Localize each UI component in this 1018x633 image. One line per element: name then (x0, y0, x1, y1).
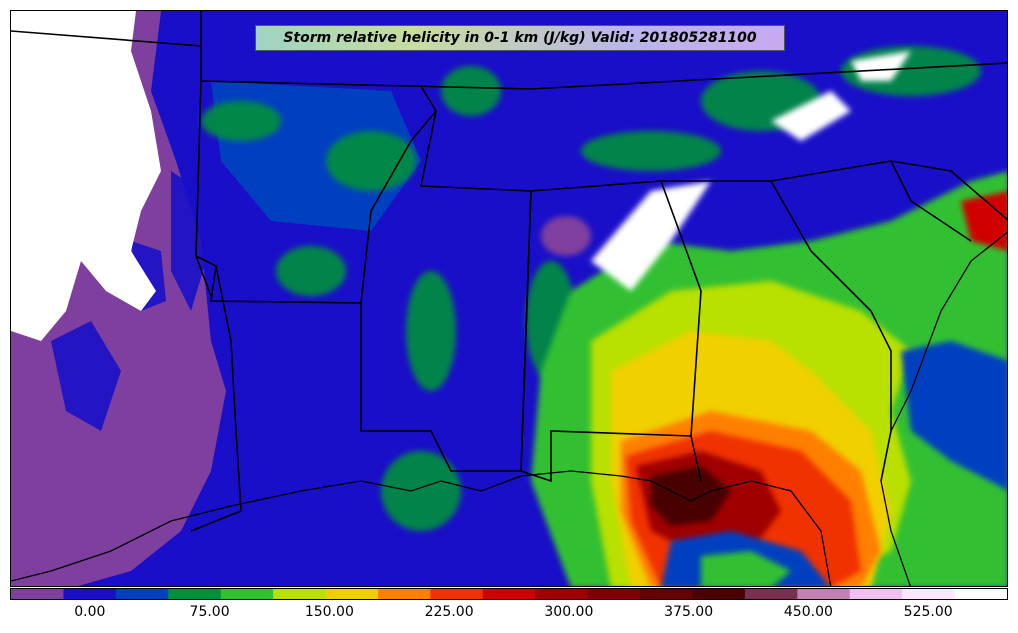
colorbar-swatch (587, 589, 641, 599)
colorbar-swatch (482, 589, 536, 599)
map-panel: Storm relative helicity in 0-1 km (J/kg)… (10, 10, 1008, 587)
colorbar-swatch (640, 589, 693, 599)
coastline (11, 231, 1007, 586)
storm-swirl-green (701, 551, 791, 586)
colorbar-swatch (63, 589, 117, 599)
colorbar-swatch (325, 589, 379, 599)
atlantic-blue (901, 341, 1007, 490)
white-low-region (11, 11, 161, 341)
colorbar-swatch (954, 589, 1007, 599)
colorbar-swatch (220, 589, 274, 599)
colorbar-swatch (849, 589, 903, 599)
colorbar-swatch (377, 589, 431, 599)
colorbar-tick-label: 525.00 (903, 604, 953, 620)
colorbar-swatch (273, 589, 327, 599)
colorbar-tick-label: 150.00 (304, 604, 354, 620)
colorbar-swatch (744, 589, 798, 599)
maroon-core (651, 466, 731, 526)
colorbar-tick-label: 0.00 (74, 604, 106, 620)
colorbar-swatch (430, 589, 484, 599)
colorbar-ticks: 0.00 75.00 150.00 225.00 300.00 375.00 450.00 5… (10, 600, 1008, 630)
colorbar-tick-label: 450.00 (783, 604, 833, 620)
blue-patches-west (51, 171, 206, 431)
helicity-map (11, 11, 1007, 586)
map-title: Storm relative helicity in 0-1 km (J/kg)… (255, 25, 785, 51)
colorbar-tick-label: 225.00 (424, 604, 474, 620)
colorbar-swatch (797, 589, 851, 599)
colorbar-swatch (535, 589, 589, 599)
green-field-patches (201, 46, 981, 531)
colorbar-tick-label: 300.00 (544, 604, 594, 620)
colorbar-swatch (692, 589, 746, 599)
colorbar-swatch (115, 589, 169, 599)
colorbar-swatch (168, 589, 222, 599)
colorbar (10, 588, 1008, 600)
colorbar-tick-label: 75.00 (189, 604, 230, 620)
northeast-red (961, 191, 1007, 251)
colorbar-swatch (902, 589, 956, 599)
state-borders (11, 11, 1007, 532)
white-band-northeast (591, 51, 911, 291)
colorbar-swatches (11, 589, 1007, 599)
colorbar-swatch (11, 589, 64, 599)
colorbar-tick-label: 375.00 (664, 604, 714, 620)
purple-patch-alabama (541, 216, 591, 256)
